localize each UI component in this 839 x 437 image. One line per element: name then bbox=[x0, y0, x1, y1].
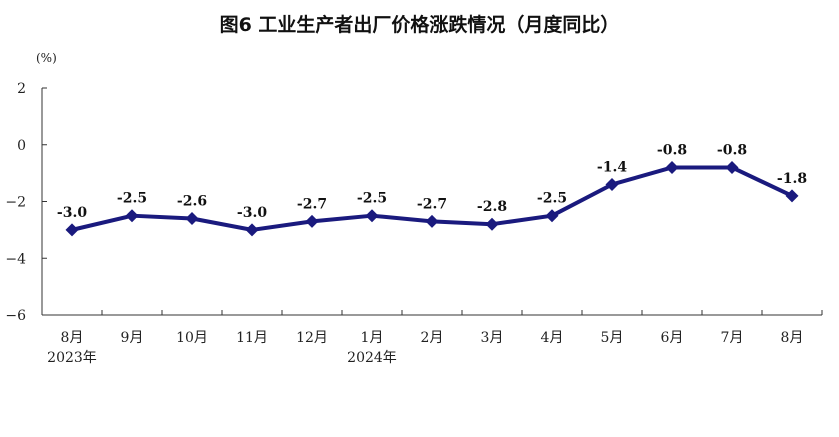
data-point-marker bbox=[425, 214, 439, 228]
data-point-marker bbox=[125, 209, 139, 223]
data-point-marker bbox=[65, 223, 79, 237]
data-point-marker bbox=[245, 223, 259, 237]
data-point-marker bbox=[185, 212, 199, 226]
tick-labels: 2 0 −2 −4 −6 8月 9月 10月 11月 12月 1月 2月 3月 4月 5月 6月 7月 8月 202… bbox=[5, 81, 803, 366]
data-label: -0.8 bbox=[657, 142, 687, 158]
y-tick-label: 0 bbox=[17, 138, 26, 154]
x-tick-label: 10月 bbox=[176, 330, 208, 346]
x-tick-label: 8月 bbox=[61, 330, 84, 346]
x-tick-label: 1月 bbox=[361, 330, 384, 346]
series-line bbox=[65, 160, 799, 237]
x-tick-label: 2月 bbox=[421, 330, 444, 346]
data-point-marker bbox=[785, 189, 799, 203]
x-tick-label: 9月 bbox=[121, 330, 144, 346]
data-label: -1.4 bbox=[597, 159, 627, 175]
data-point-marker bbox=[485, 217, 499, 231]
y-tick-label: 2 bbox=[17, 81, 26, 97]
axes bbox=[41, 87, 823, 316]
data-label: -3.0 bbox=[57, 205, 87, 221]
x-tick-label: 11月 bbox=[236, 330, 268, 346]
data-point-marker bbox=[365, 209, 379, 223]
x-tick-label: 3月 bbox=[481, 330, 504, 346]
x-tick-label: 7月 bbox=[721, 330, 744, 346]
y-tick-label: −2 bbox=[5, 195, 26, 211]
data-label: -0.8 bbox=[717, 142, 747, 158]
y-tick-label: −4 bbox=[5, 251, 26, 267]
x-tick-label: 6月 bbox=[661, 330, 684, 346]
x-year-label: 2023年 bbox=[47, 350, 97, 366]
data-point-marker bbox=[665, 160, 679, 174]
data-label: -2.7 bbox=[417, 196, 447, 212]
data-label: -2.5 bbox=[117, 191, 147, 207]
x-tick-label: 4月 bbox=[541, 330, 564, 346]
data-label: -2.6 bbox=[177, 194, 207, 210]
data-label: -1.8 bbox=[777, 171, 807, 187]
data-label: -2.8 bbox=[477, 199, 507, 215]
data-labels: -3.0 -2.5 -2.6 -3.0 -2.7 -2.5 -2.7 -2.8 -2.5 -1.4… bbox=[57, 142, 807, 220]
data-label: -2.5 bbox=[357, 191, 387, 207]
x-tick-label: 8月 bbox=[781, 330, 804, 346]
data-label: -2.5 bbox=[537, 191, 567, 207]
data-point-marker bbox=[545, 209, 559, 223]
chart-title: 图6 工业生产者出厂价格涨跌情况（月度同比） bbox=[219, 14, 620, 36]
data-point-marker bbox=[305, 214, 319, 228]
x-tick-label: 5月 bbox=[601, 330, 624, 346]
y-unit-label: (%) bbox=[36, 51, 57, 65]
data-point-marker bbox=[725, 160, 739, 174]
data-label: -3.0 bbox=[237, 205, 267, 221]
data-point-marker bbox=[605, 177, 619, 191]
x-year-label: 2024年 bbox=[347, 350, 397, 366]
y-tick-label: −6 bbox=[5, 308, 26, 324]
data-label: -2.7 bbox=[297, 196, 327, 212]
x-tick-label: 12月 bbox=[296, 330, 328, 346]
